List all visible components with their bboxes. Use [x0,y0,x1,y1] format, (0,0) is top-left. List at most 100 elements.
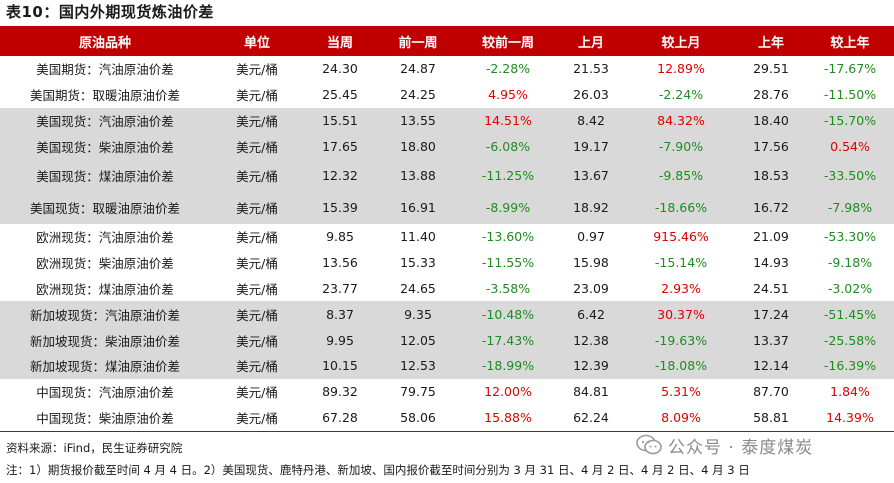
cell-mom-change: -9.85% [626,159,736,192]
cell-current-week: 89.32 [304,378,376,405]
cell-variety: 美国现货：煤油原油价差 [0,159,210,192]
cell-yoy-change: 0.54% [806,133,894,160]
cell-previous-year: 14.93 [736,249,806,276]
cell-wow-change: -6.08% [460,133,556,160]
cell-variety: 欧洲现货：柴油原油价差 [0,249,210,276]
cell-current-week: 25.45 [304,81,376,108]
cell-previous-week: 15.33 [376,249,460,276]
cell-previous-week: 79.75 [376,378,460,405]
cell-variety: 中国现货：汽油原油价差 [0,378,210,405]
cell-unit: 美元/桶 [210,249,304,276]
table-row: 美国期货：汽油原油价差 美元/桶 24.30 24.87 -2.28% 21.53 12.8… [0,56,894,82]
cell-mom-change: 30.37% [626,301,736,328]
cell-wow-change: -17.43% [460,327,556,354]
cell-previous-year: 24.51 [736,275,806,302]
cell-current-week: 9.85 [304,223,376,250]
cell-variety: 欧洲现货：煤油原油价差 [0,275,210,302]
cell-unit: 美元/桶 [210,223,304,250]
table-row: 中国现货：柴油原油价差 美元/桶 67.28 58.06 15.88% 62.24 8.09… [0,404,894,432]
header-previous-month: 上月 [556,26,626,56]
cell-mom-change: -18.08% [626,353,736,379]
cell-previous-week: 13.88 [376,159,460,192]
cell-unit: 美元/桶 [210,327,304,354]
cell-previous-year: 58.81 [736,404,806,432]
cell-variety: 美国现货：汽油原油价差 [0,107,210,134]
cell-variety: 新加坡现货：煤油原油价差 [0,353,210,379]
cell-mom-change: -2.24% [626,81,736,108]
cell-previous-year: 21.09 [736,223,806,250]
cell-wow-change: -11.55% [460,249,556,276]
cell-yoy-change: -51.45% [806,301,894,328]
cell-previous-week: 24.25 [376,81,460,108]
cell-wow-change: -2.28% [460,56,556,82]
cell-unit: 美元/桶 [210,301,304,328]
cell-previous-week: 58.06 [376,404,460,432]
cell-previous-week: 12.05 [376,327,460,354]
header-mom-change: 较上月 [626,26,736,56]
cell-wow-change: -10.48% [460,301,556,328]
cell-unit: 美元/桶 [210,404,304,432]
cell-previous-week: 18.80 [376,133,460,160]
cell-current-week: 15.51 [304,107,376,134]
cell-variety: 欧洲现货：汽油原油价差 [0,223,210,250]
cell-previous-month: 26.03 [556,81,626,108]
cell-previous-month: 12.38 [556,327,626,354]
wechat-icon [636,434,662,455]
cell-wow-change: 4.95% [460,81,556,108]
cell-previous-month: 12.39 [556,353,626,379]
cell-previous-month: 15.98 [556,249,626,276]
cell-current-week: 23.77 [304,275,376,302]
cell-previous-month: 18.92 [556,191,626,224]
cell-unit: 美元/桶 [210,275,304,302]
cell-unit: 美元/桶 [210,56,304,82]
table-row: 美国现货：汽油原油价差 美元/桶 15.51 13.55 14.51% 8.42 84.32… [0,107,894,134]
cell-variety: 美国期货：取暖油原油价差 [0,81,210,108]
cell-previous-year: 17.56 [736,133,806,160]
cell-previous-month: 23.09 [556,275,626,302]
header-wow-change: 较前一周 [460,26,556,56]
cell-mom-change: 5.31% [626,378,736,405]
cell-previous-month: 62.24 [556,404,626,432]
cell-variety: 美国现货：柴油原油价差 [0,133,210,160]
cell-wow-change: 14.51% [460,107,556,134]
cell-mom-change: 12.89% [626,56,736,82]
cell-previous-year: 29.51 [736,56,806,82]
cell-unit: 美元/桶 [210,353,304,379]
cell-previous-month: 13.67 [556,159,626,192]
cell-current-week: 17.65 [304,133,376,160]
cell-mom-change: 2.93% [626,275,736,302]
watermark: 公众号 · 泰度煤炭 [636,432,814,458]
cell-yoy-change: -25.58% [806,327,894,354]
table-row: 美国期货：取暖油原油价差 美元/桶 25.45 24.25 4.95% 26.03 -2.2… [0,81,894,108]
cell-variety: 美国期货：汽油原油价差 [0,56,210,82]
refining-spread-table: 原油品种 单位 当周 前一周 较前一周 上月 较上月 上年 较上年 美国期货：汽… [0,26,894,432]
cell-wow-change: 12.00% [460,378,556,405]
table-title: 表10：国内外期现货炼油价差 [6,3,214,21]
table-row: 欧洲现货：汽油原油价差 美元/桶 9.85 11.40 -13.60% 0.97 915.4… [0,223,894,250]
cell-variety: 美国现货：取暖油原油价差 [0,191,210,224]
cell-mom-change: -19.63% [626,327,736,354]
cell-variety: 新加坡现货：柴油原油价差 [0,327,210,354]
cell-previous-month: 84.81 [556,378,626,405]
cell-previous-year: 18.53 [736,159,806,192]
cell-previous-week: 16.91 [376,191,460,224]
cell-unit: 美元/桶 [210,133,304,160]
table-row: 美国现货：煤油原油价差 美元/桶 12.32 13.88 -11.25% 13.67 -9.… [0,159,894,192]
cell-yoy-change: -11.50% [806,81,894,108]
cell-current-week: 10.15 [304,353,376,379]
cell-previous-month: 0.97 [556,223,626,250]
header-yoy-change: 较上年 [806,26,894,56]
header-current-week: 当周 [304,26,376,56]
cell-unit: 美元/桶 [210,107,304,134]
cell-current-week: 67.28 [304,404,376,432]
cell-variety: 新加坡现货：汽油原油价差 [0,301,210,328]
cell-yoy-change: -16.39% [806,353,894,379]
cell-previous-month: 6.42 [556,301,626,328]
cell-previous-year: 17.24 [736,301,806,328]
table-row: 新加坡现货：汽油原油价差 美元/桶 8.37 9.35 -10.48% 6.42 30.37… [0,301,894,328]
cell-previous-week: 12.53 [376,353,460,379]
cell-current-week: 8.37 [304,301,376,328]
header-previous-year: 上年 [736,26,806,56]
header-variety: 原油品种 [0,26,210,56]
cell-yoy-change: -9.18% [806,249,894,276]
